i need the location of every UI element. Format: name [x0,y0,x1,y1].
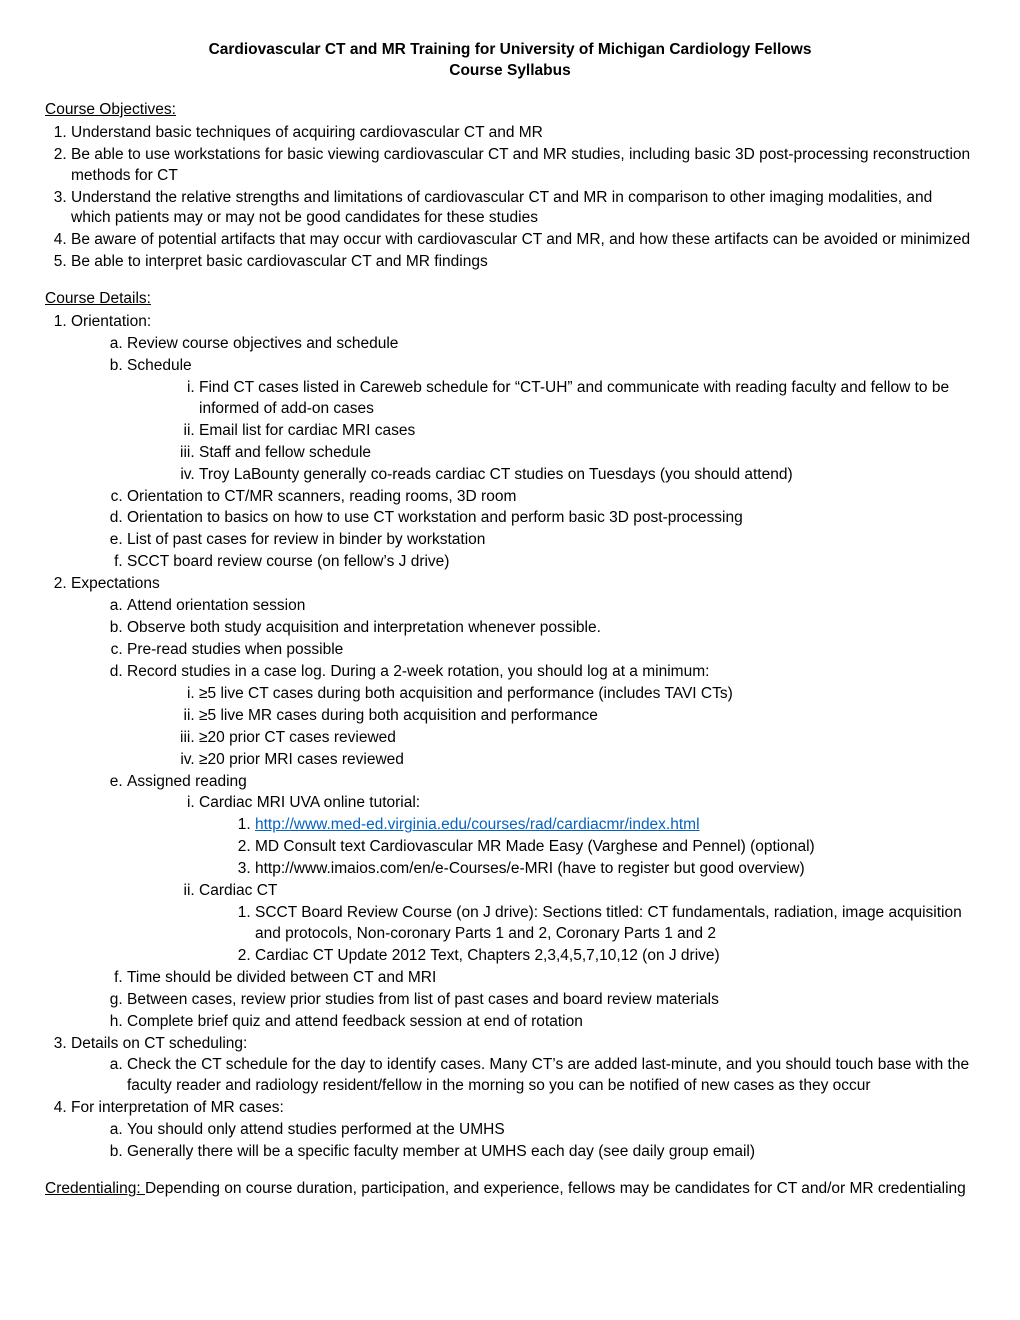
list-item: Expectations Attend orientation session … [71,574,975,1032]
credentialing-block: Credentialing: Depending on course durat… [45,1179,975,1200]
list-item: Between cases, review prior studies from… [127,990,975,1011]
item-text: 5 live CT cases during both acquisition … [208,685,733,702]
item-label: Orientation: [71,313,151,330]
list-item: Cardiac CT SCCT Board Review Course (on … [199,881,975,967]
item-text: 20 prior MRI cases reviewed [208,751,404,768]
list-item: Check the CT schedule for the day to ide… [127,1055,975,1097]
item-label: For interpretation of MR cases: [71,1099,284,1116]
list-item: http://www.imaios.com/en/e-Courses/e-MRI… [255,859,975,880]
list-item: Orientation: Review course objectives an… [71,312,975,573]
list-item: Cardiac MRI UVA online tutorial: http://… [199,793,975,880]
list-item: SCCT Board Review Course (on J drive): S… [255,903,975,945]
list-item: Details on CT scheduling: Check the CT s… [71,1034,975,1098]
item-text: 20 prior CT cases reviewed [208,729,396,746]
list-item: Review course objectives and schedule [127,334,975,355]
list-item: List of past cases for review in binder … [127,530,975,551]
objectives-heading: Course Objectives: [45,100,975,121]
details-list: Orientation: Review course objectives an… [45,312,975,1163]
list-item: Time should be divided between CT and MR… [127,968,975,989]
list-item: 20 prior CT cases reviewed [199,728,975,749]
item-label: Record studies in a case log. During a 2… [127,663,709,680]
list-item: Complete brief quiz and attend feedback … [127,1012,975,1033]
geq-icon [199,685,208,702]
list-item: MD Consult text Cardiovascular MR Made E… [255,837,975,858]
list-item: Observe both study acquisition and inter… [127,618,975,639]
list-item: Be able to use workstations for basic vi… [71,145,975,187]
item-label: Cardiac MRI UVA online tutorial: [199,794,420,811]
item-label: Details on CT scheduling: [71,1035,247,1052]
item-label: Expectations [71,575,160,592]
list-item: Schedule Find CT cases listed in Careweb… [127,356,975,486]
list-item: Staff and fellow schedule [199,443,975,464]
list-item: Orientation to basics on how to use CT w… [127,508,975,529]
geq-icon [199,707,208,724]
list-item: 5 live MR cases during both acquisition … [199,706,975,727]
list-item: For interpretation of MR cases: You shou… [71,1098,975,1163]
list-item: Understand the relative strengths and li… [71,188,975,230]
page-title-line1: Cardiovascular CT and MR Training for Un… [45,40,975,61]
tutorial-link[interactable]: http://www.med-ed.virginia.edu/courses/r… [255,816,700,833]
list-item: Attend orientation session [127,596,975,617]
list-item: Orientation to CT/MR scanners, reading r… [127,487,975,508]
list-item: Find CT cases listed in Careweb schedule… [199,378,975,420]
list-item: Be aware of potential artifacts that may… [71,230,975,251]
item-label: Schedule [127,357,192,374]
list-item: SCCT board review course (on fellow’s J … [127,552,975,573]
list-item: You should only attend studies performed… [127,1120,975,1141]
item-text: 5 live MR cases during both acquisition … [208,707,598,724]
item-label: Cardiac CT [199,882,277,899]
geq-icon [199,729,208,746]
details-heading: Course Details: [45,289,975,310]
item-label: Assigned reading [127,773,247,790]
credentialing-label: Credentialing: [45,1180,145,1197]
list-item: 20 prior MRI cases reviewed [199,750,975,771]
list-item: Generally there will be a specific facul… [127,1142,975,1163]
credentialing-text: Depending on course duration, participat… [145,1180,966,1197]
list-item: http://www.med-ed.virginia.edu/courses/r… [255,815,975,836]
list-item: Understand basic techniques of acquiring… [71,123,975,144]
list-item: Troy LaBounty generally co-reads cardiac… [199,465,975,486]
list-item: Email list for cardiac MRI cases [199,421,975,442]
page-title-line2: Course Syllabus [45,61,975,82]
list-item: Record studies in a case log. During a 2… [127,662,975,771]
list-item: 5 live CT cases during both acquisition … [199,684,975,705]
geq-icon [199,751,208,768]
list-item: Be able to interpret basic cardiovascula… [71,252,975,273]
objectives-list: Understand basic techniques of acquiring… [45,123,975,273]
list-item: Pre-read studies when possible [127,640,975,661]
list-item: Cardiac CT Update 2012 Text, Chapters 2,… [255,946,975,967]
list-item: Assigned reading Cardiac MRI UVA online … [127,772,975,967]
